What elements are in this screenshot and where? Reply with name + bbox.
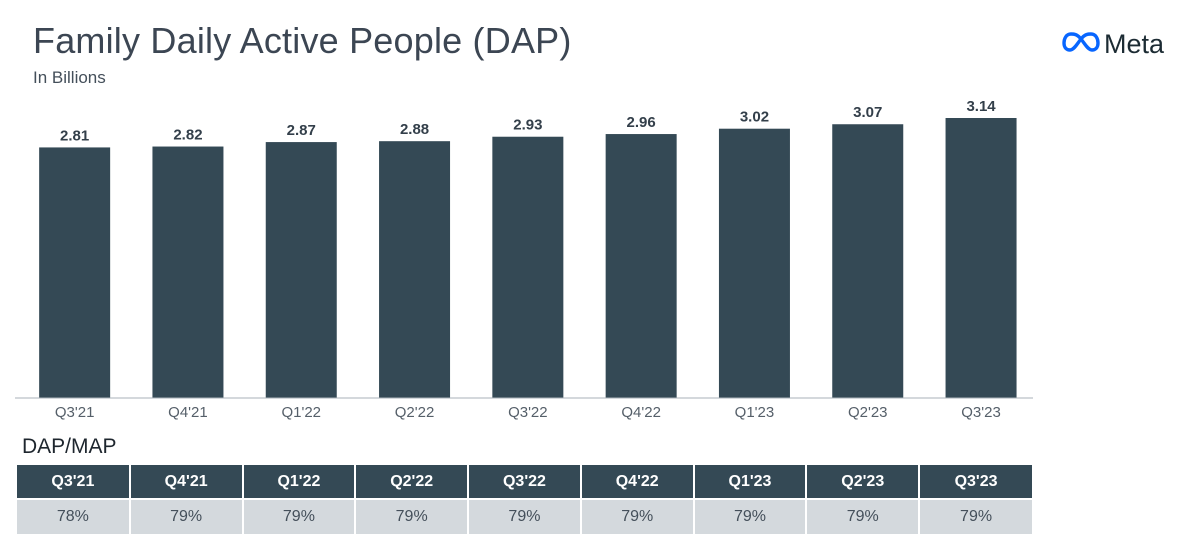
ratio-header-cell: Q4'22 bbox=[580, 465, 695, 499]
chart-subtitle: In Billions bbox=[33, 68, 106, 87]
ratio-table-header-row: Q3'21 Q4'21 Q1'22 Q2'22 Q3'22 Q4'22 Q1'2… bbox=[17, 465, 1032, 499]
meta-infinity-logo-icon bbox=[1062, 31, 1100, 58]
ratio-table-title: DAP/MAP bbox=[22, 435, 117, 458]
bar-value-label: 2.96 bbox=[627, 114, 656, 131]
bar bbox=[379, 141, 451, 399]
ratio-header-cell: Q3'22 bbox=[468, 465, 582, 499]
x-tick-label: Q2'23 bbox=[848, 404, 888, 421]
x-tick-label: Q3'23 bbox=[961, 404, 1001, 421]
ratio-value-cell: 79% bbox=[468, 498, 582, 534]
ratio-value-cell: 78% bbox=[17, 498, 131, 534]
ratio-value-cell: 79% bbox=[242, 498, 357, 534]
meta-logo: Meta bbox=[1062, 28, 1164, 60]
bar bbox=[265, 142, 337, 398]
ratio-header-cell: Q1'23 bbox=[693, 465, 808, 499]
ratio-header-cell: Q1'22 bbox=[242, 465, 357, 499]
bar-value-label: 2.88 bbox=[400, 121, 429, 138]
ratio-header-cell: Q2'23 bbox=[806, 465, 921, 499]
ratio-table-value-row: 78% 79% 79% 79% 79% 79% 79% 79% 79% bbox=[17, 498, 1032, 534]
x-tick-label: Q1'22 bbox=[281, 404, 321, 421]
ratio-value-cell: 79% bbox=[806, 498, 921, 534]
bar bbox=[492, 136, 564, 398]
ratio-header-cell: Q4'21 bbox=[129, 465, 244, 499]
bar-value-label: 3.07 bbox=[853, 104, 882, 121]
bar bbox=[605, 134, 677, 398]
dap-map-table: Q3'21 Q4'21 Q1'22 Q2'22 Q3'22 Q4'22 Q1'2… bbox=[17, 465, 1032, 534]
x-tick-label: Q3'21 bbox=[55, 404, 95, 421]
ratio-header-cell: Q3'23 bbox=[919, 465, 1032, 499]
bar bbox=[945, 118, 1017, 398]
bar bbox=[39, 147, 111, 398]
bar-value-label: 3.02 bbox=[740, 109, 769, 126]
dap-bar-chart: 2.81 Q3'21 2.82 Q4'21 2.87 Q1'22 2.88 Q2'22 2.93… bbox=[15, 98, 1033, 421]
bar-value-label: 2.87 bbox=[287, 122, 316, 139]
bar-value-label: 2.81 bbox=[60, 127, 89, 144]
ratio-header-cell: Q2'22 bbox=[355, 465, 470, 499]
chart-title: Family Daily Active People (DAP) bbox=[33, 20, 572, 61]
ratio-value-cell: 79% bbox=[693, 498, 808, 534]
x-tick-label: Q4'22 bbox=[621, 404, 661, 421]
ratio-value-cell: 79% bbox=[355, 498, 470, 534]
ratio-value-cell: 79% bbox=[129, 498, 244, 534]
bar bbox=[832, 124, 904, 398]
meta-wordmark: Meta bbox=[1104, 28, 1165, 59]
bar bbox=[718, 128, 790, 399]
bar-value-label: 3.14 bbox=[966, 98, 996, 115]
ratio-value-cell: 79% bbox=[919, 498, 1032, 534]
bar-value-label: 2.93 bbox=[513, 117, 542, 134]
x-tick-label: Q3'22 bbox=[508, 404, 548, 421]
bar-value-label: 2.82 bbox=[173, 127, 202, 144]
x-tick-label: Q2'22 bbox=[395, 404, 435, 421]
ratio-header-cell: Q3'21 bbox=[17, 465, 131, 499]
x-tick-label: Q4'21 bbox=[168, 404, 208, 421]
bar bbox=[152, 146, 224, 398]
ratio-value-cell: 79% bbox=[580, 498, 695, 534]
x-tick-label: Q1'23 bbox=[735, 404, 775, 421]
